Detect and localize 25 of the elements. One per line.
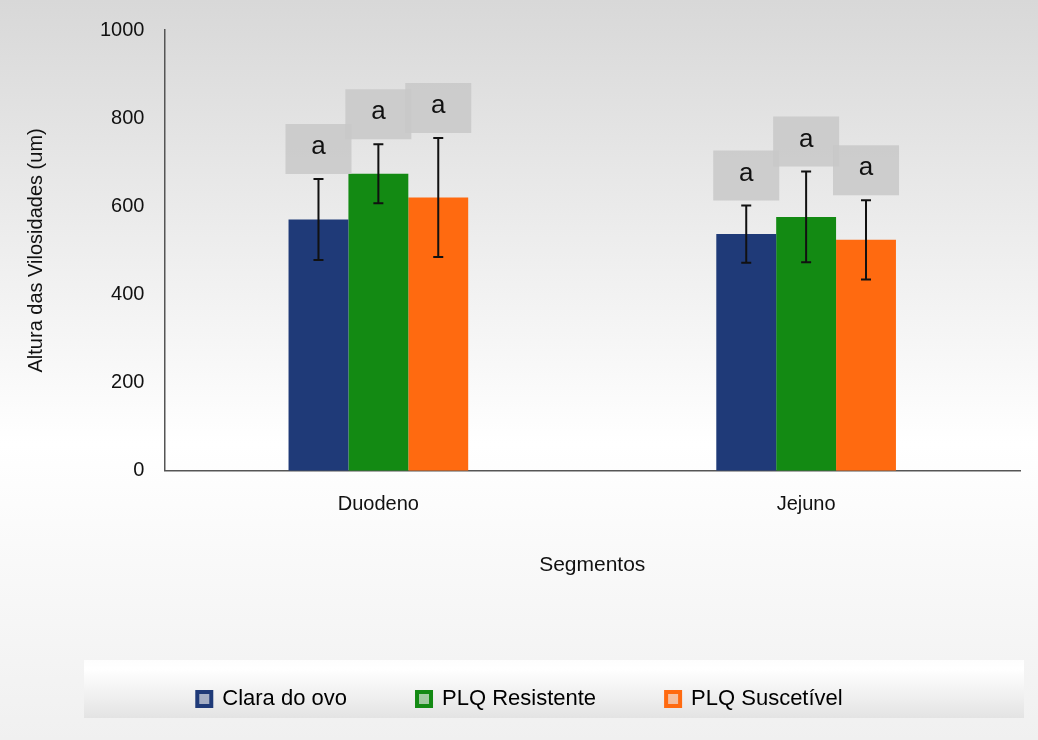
annotation: a xyxy=(311,130,327,161)
y-tick-label: 1000 xyxy=(99,17,145,40)
annotation: a xyxy=(739,156,754,187)
y-tick-label: 800 xyxy=(111,105,145,128)
y-tick-label: 600 xyxy=(111,193,145,216)
bar xyxy=(288,219,349,471)
annotation: a xyxy=(798,122,814,153)
x-tick-label: Duodeno xyxy=(337,492,419,515)
legend-label: PLQ Suscetível xyxy=(691,685,843,711)
annotation: a xyxy=(431,89,447,120)
legend-label: Clara do ovo xyxy=(222,685,348,711)
y-axis-title: Altura das Vilosidades (um) xyxy=(23,128,46,373)
annotation: a xyxy=(371,95,387,126)
y-tick-label: 200 xyxy=(111,370,145,393)
legend-label: PLQ Resistente xyxy=(442,685,597,711)
bar xyxy=(836,239,896,471)
x-axis-title: Segmentos xyxy=(539,552,646,576)
bar xyxy=(408,197,469,471)
y-tick-label: 400 xyxy=(111,282,145,304)
bar xyxy=(776,216,837,471)
annotation: a xyxy=(858,151,874,182)
bar xyxy=(716,234,777,471)
bar xyxy=(348,173,409,471)
y-tick-label: 0 xyxy=(133,458,145,481)
x-tick-label: Jejuno xyxy=(776,492,836,515)
